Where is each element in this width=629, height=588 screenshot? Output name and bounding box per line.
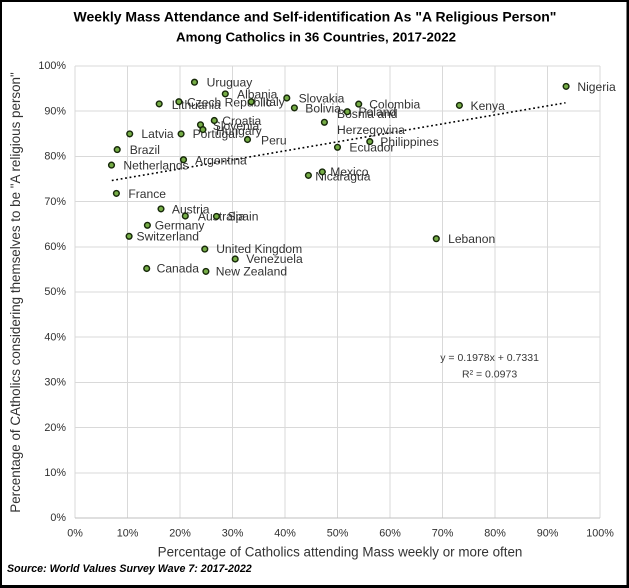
- svg-text:Austria: Austria: [172, 203, 210, 217]
- svg-text:Spain: Spain: [228, 209, 259, 223]
- svg-text:Lebanon: Lebanon: [448, 232, 495, 246]
- svg-text:90%: 90%: [537, 528, 559, 540]
- svg-text:Weekly Mass Attendance and Sel: Weekly Mass Attendance and Self-identifi…: [74, 9, 557, 25]
- svg-text:80%: 80%: [44, 151, 66, 163]
- svg-text:Ecuador: Ecuador: [349, 141, 394, 155]
- svg-text:Venezuela: Venezuela: [246, 252, 303, 266]
- svg-text:30%: 30%: [44, 377, 66, 389]
- svg-text:Among Catholics in 36 Countrie: Among Catholics in 36 Countries, 2017-20…: [176, 30, 456, 45]
- svg-text:0%: 0%: [67, 528, 83, 540]
- svg-text:Bolivia: Bolivia: [305, 101, 341, 115]
- svg-text:United Kingdom: United Kingdom: [216, 242, 302, 256]
- svg-text:Slovenia: Slovenia: [213, 119, 260, 133]
- svg-text:70%: 70%: [432, 528, 454, 540]
- svg-text:Italy: Italy: [263, 95, 286, 109]
- svg-text:Kenya: Kenya: [471, 99, 506, 113]
- svg-text:Nigeria: Nigeria: [577, 80, 616, 94]
- svg-text:Bosnia and: Bosnia and: [337, 107, 398, 121]
- svg-text:Lithuania: Lithuania: [172, 98, 221, 112]
- svg-text:50%: 50%: [327, 528, 349, 540]
- svg-text:Latvia: Latvia: [141, 127, 174, 141]
- svg-text:Philippines: Philippines: [380, 135, 439, 149]
- svg-text:Peru: Peru: [261, 134, 287, 148]
- svg-text:Brazil: Brazil: [130, 143, 160, 157]
- svg-text:0%: 0%: [50, 512, 66, 524]
- svg-text:20%: 20%: [44, 422, 66, 434]
- svg-text:Germany: Germany: [155, 218, 206, 232]
- svg-text:Hungary: Hungary: [216, 124, 263, 138]
- svg-text:Source: World Values Survey Wa: Source: World Values Survey Wave 7: 2017…: [7, 563, 252, 575]
- svg-text:R² = 0.0973: R² = 0.0973: [462, 368, 517, 380]
- svg-text:Colombia: Colombia: [369, 98, 420, 112]
- svg-text:Netherlands: Netherlands: [123, 159, 188, 173]
- svg-text:Nicaragua: Nicaragua: [315, 170, 370, 184]
- svg-text:10%: 10%: [44, 467, 66, 479]
- svg-text:Mexico: Mexico: [330, 165, 369, 179]
- svg-text:30%: 30%: [222, 528, 244, 540]
- svg-text:20%: 20%: [169, 528, 191, 540]
- svg-text:10%: 10%: [117, 528, 139, 540]
- svg-text:80%: 80%: [484, 528, 506, 540]
- svg-text:Herzegovina: Herzegovina: [337, 123, 405, 137]
- svg-text:New Zealand: New Zealand: [216, 264, 287, 278]
- svg-text:Poland: Poland: [359, 105, 397, 119]
- svg-text:Uruguay: Uruguay: [207, 76, 254, 90]
- svg-text:60%: 60%: [379, 528, 401, 540]
- svg-text:50%: 50%: [44, 286, 66, 298]
- svg-text:Percentage of CAtholics consid: Percentage of CAtholics considering them…: [8, 72, 23, 513]
- svg-text:Canada: Canada: [157, 262, 200, 276]
- svg-text:100%: 100%: [38, 60, 66, 72]
- svg-text:France: France: [128, 187, 166, 201]
- svg-text:100%: 100%: [586, 528, 614, 540]
- svg-text:70%: 70%: [44, 196, 66, 208]
- svg-text:y = 0.1978x + 0.7331: y = 0.1978x + 0.7331: [440, 352, 539, 364]
- svg-text:60%: 60%: [44, 241, 66, 253]
- svg-text:Switzerland: Switzerland: [137, 229, 200, 243]
- svg-text:Argentina: Argentina: [195, 154, 247, 168]
- svg-text:Albania: Albania: [237, 88, 278, 102]
- svg-text:Australia: Australia: [198, 209, 245, 223]
- svg-text:Portugal: Portugal: [193, 127, 238, 141]
- svg-text:Slovakia: Slovakia: [299, 92, 345, 106]
- svg-text:40%: 40%: [274, 528, 296, 540]
- svg-text:40%: 40%: [44, 331, 66, 343]
- svg-text:90%: 90%: [44, 105, 66, 117]
- svg-text:Percentage of Catholics attend: Percentage of Catholics attending Mass w…: [158, 545, 523, 560]
- svg-text:Croatia: Croatia: [222, 114, 261, 128]
